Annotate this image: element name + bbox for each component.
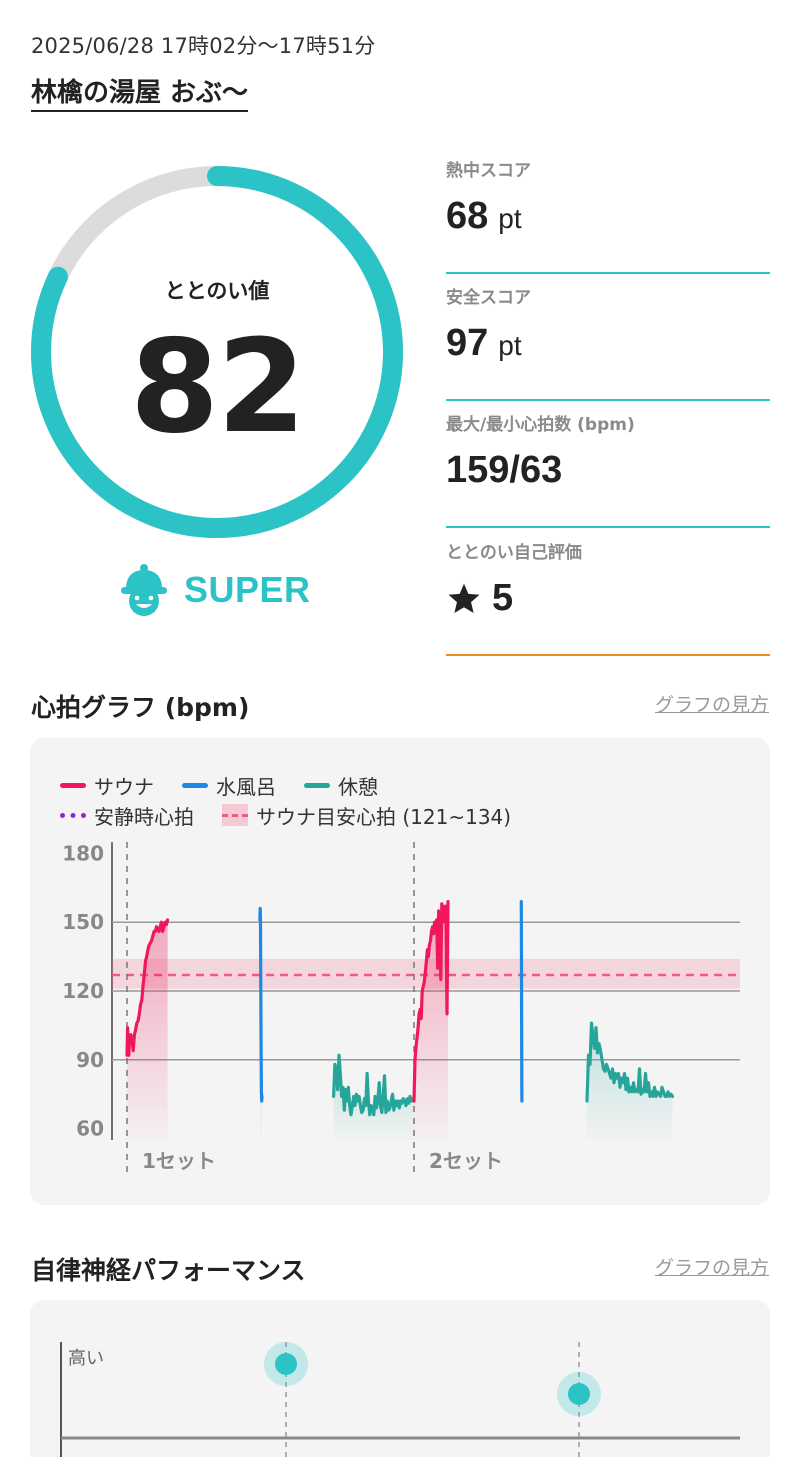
y-tick-label: 60: [76, 1117, 104, 1141]
legend-resting-hr: 安静時心拍: [60, 801, 194, 830]
heart-rate-value-row: 159/63: [446, 449, 770, 492]
gauge-label: ととのい値: [164, 279, 270, 303]
facility-link[interactable]: 林檎の湯屋 おぶ〜: [31, 78, 249, 112]
heat-score-value: 68: [446, 195, 489, 237]
heat-score-label: 熱中スコア: [446, 161, 531, 181]
y-tick-label: 180: [62, 841, 104, 865]
y-tick-label: 150: [62, 910, 104, 934]
autonomic-chart: [60, 1342, 740, 1457]
heart-rate-label: 最大/最小心拍数 (bpm): [446, 415, 635, 435]
rank-label: SUPER: [184, 569, 311, 610]
legend-resting-hr-label: 安静時心拍: [94, 804, 194, 829]
series-line-sauna: [125, 918, 170, 1057]
heart-rate-range: 最大/最小心拍数 (bpm) 159/63: [446, 410, 770, 528]
heart-graph-legend: サウナ 水風呂 休憩 安静時心拍 サウナ目安心拍 (121~134): [60, 770, 539, 830]
autonomic-title: 自律神経パフォーマンス: [31, 1256, 306, 1285]
series-line-rest2: [585, 1021, 675, 1103]
legend-sauna-label: サウナ: [94, 774, 154, 799]
autonomic-help-link[interactable]: グラフの見方: [654, 1257, 769, 1279]
legend-swatch: [182, 782, 208, 788]
legend-target-hr-label: サウナ目安心拍 (121~134): [256, 804, 512, 829]
star-icon: [448, 583, 480, 613]
gauge-value: 82: [129, 313, 306, 462]
self-rating-value-row: 5: [446, 577, 770, 620]
safety-score-value-row: 97 pt: [446, 322, 770, 365]
legend-cold-bath: 水風呂: [182, 771, 276, 800]
heart-rate-chart: 180 150 120 90 60 1セット 2セット: [62, 841, 740, 1178]
heart-rate-value: 159/63: [446, 449, 563, 491]
y-tick-label: 90: [76, 1048, 104, 1072]
bell-mascot-icon: [121, 564, 167, 616]
legend-rest: 休憩: [304, 771, 378, 800]
divider: [446, 399, 770, 401]
gauge-arc: [31, 166, 403, 538]
self-rating: ととのい自己評価 5: [446, 538, 770, 656]
heat-score-unit: pt: [498, 203, 522, 234]
session-datetime: 2025/06/28 17時02分〜17時51分: [31, 34, 376, 58]
safety-score-unit: pt: [498, 330, 522, 361]
heart-graph-title: 心拍グラフ (bpm): [31, 693, 250, 722]
legend-target-hr: サウナ目安心拍 (121~134): [222, 801, 511, 830]
heat-score-value-row: 68 pt: [446, 195, 770, 238]
heat-score: 熱中スコア 68 pt: [446, 156, 770, 274]
autonomic-card: 高い: [30, 1300, 770, 1457]
autonomic-point: [568, 1383, 590, 1405]
totonoi-gauge: [31, 166, 403, 538]
legend-sauna: サウナ: [60, 771, 154, 800]
legend-swatch: [304, 782, 330, 788]
safety-score-label: 安全スコア: [446, 288, 531, 308]
set-label: 2セット: [429, 1149, 503, 1173]
self-rating-value: 5: [492, 577, 514, 619]
legend-cold-bath-label: 水風呂: [216, 774, 276, 799]
series-area-rest1: [333, 1055, 414, 1140]
y-tick-label: 120: [62, 979, 104, 1003]
safety-score-value: 97: [446, 322, 489, 364]
legend-swatch: [222, 804, 248, 826]
series-area-rest2: [587, 1023, 673, 1140]
divider: [446, 272, 770, 274]
divider: [446, 654, 770, 656]
legend-row: 安静時心拍 サウナ目安心拍 (121~134): [60, 800, 539, 830]
series-line-sauna2: [412, 900, 450, 1103]
legend-rest-label: 休憩: [338, 774, 378, 799]
series-line-rest1: [332, 1053, 416, 1117]
legend-swatch: [60, 782, 86, 788]
series-area-sauna: [127, 919, 168, 1140]
divider: [446, 526, 770, 528]
series-line-cold1: [258, 906, 264, 1103]
rank-badge: SUPER: [120, 560, 311, 620]
set-label: 1セット: [142, 1149, 216, 1173]
autonomic-point: [275, 1353, 297, 1375]
heart-graph-help-link[interactable]: グラフの見方: [654, 694, 769, 716]
safety-score: 安全スコア 97 pt: [446, 283, 770, 401]
legend-row: サウナ 水風呂 休憩: [60, 770, 539, 800]
autonomic-y-label-high: 高い: [68, 1348, 104, 1369]
series-line-cold2: [519, 900, 524, 1103]
legend-swatch: [60, 812, 86, 818]
self-rating-label: ととのい自己評価: [446, 543, 582, 563]
